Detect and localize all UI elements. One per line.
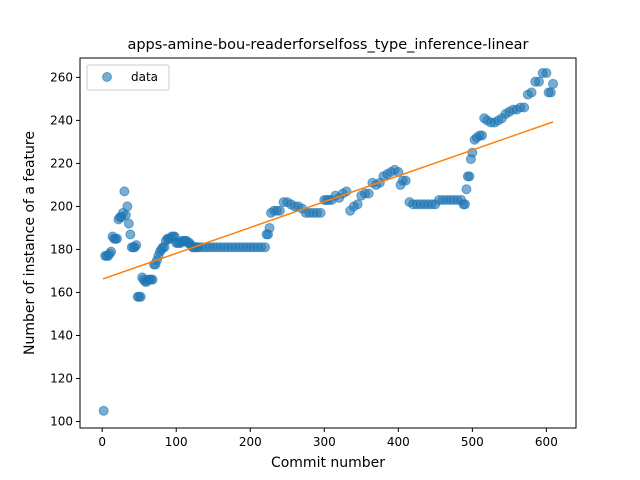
data-point — [125, 229, 136, 240]
x-axis: 0 100 200 300 400 500 600 — [98, 428, 558, 449]
data-point — [135, 291, 146, 302]
fit-line — [102, 121, 554, 280]
data-point — [363, 188, 374, 199]
y-axis: 100 120 140 160 180 200 220 240 260 — [50, 70, 80, 429]
data-point — [519, 102, 530, 113]
data-point — [264, 222, 275, 233]
data-point — [548, 78, 559, 89]
y-axis-label: Number of instance of a feature — [22, 131, 38, 355]
data-point — [464, 171, 475, 182]
data-point — [274, 205, 285, 216]
x-tick-label: 200 — [239, 435, 262, 449]
data-point — [541, 68, 552, 79]
legend: data — [86, 64, 170, 91]
x-tick-label: 300 — [313, 435, 336, 449]
x-tick-label: 100 — [165, 435, 188, 449]
x-tick-label: 500 — [461, 435, 484, 449]
x-axis-label: Commit number — [271, 455, 385, 471]
data-point — [112, 233, 123, 244]
data-point — [119, 186, 130, 197]
y-tick-label: 240 — [50, 113, 73, 127]
y-tick-label: 120 — [50, 372, 73, 386]
data-point — [131, 240, 142, 251]
plot-frame — [79, 57, 577, 429]
plot-area — [98, 68, 559, 416]
data-point — [400, 175, 411, 186]
data-point — [526, 87, 537, 98]
data-point — [122, 201, 133, 212]
data-point — [545, 87, 556, 98]
data-point — [315, 207, 326, 218]
legend-marker — [102, 72, 112, 82]
data-point — [106, 246, 117, 257]
y-tick-label: 200 — [50, 199, 73, 213]
data-point — [461, 184, 472, 195]
y-tick-label: 180 — [50, 242, 73, 256]
legend-box — [86, 64, 170, 91]
y-tick-label: 100 — [50, 415, 73, 429]
data-point — [147, 274, 158, 285]
data-point — [352, 199, 363, 210]
data-point — [476, 130, 487, 141]
x-tick-label: 0 — [98, 435, 106, 449]
x-tick-label: 400 — [387, 435, 410, 449]
legend-label: data — [131, 70, 158, 84]
chart-title: apps-amine-bou-readerforselfoss_type_inf… — [127, 37, 528, 53]
y-tick-label: 160 — [50, 285, 73, 299]
data-point — [260, 242, 271, 253]
data-point — [98, 405, 109, 416]
x-tick-label: 600 — [535, 435, 558, 449]
y-tick-label: 220 — [50, 156, 73, 170]
data-point — [459, 199, 470, 210]
data-point — [533, 76, 544, 87]
y-tick-label: 140 — [50, 329, 73, 343]
data-point — [120, 210, 131, 221]
y-tick-label: 260 — [50, 70, 73, 84]
data-point — [123, 218, 134, 229]
